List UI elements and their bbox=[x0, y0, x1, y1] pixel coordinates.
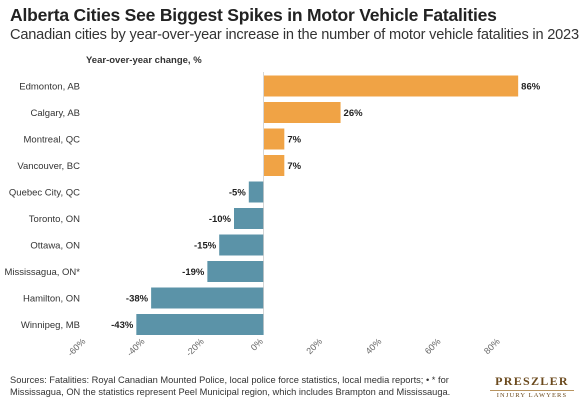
category-label: Vancouver, BC bbox=[17, 161, 80, 172]
x-tick-label: -40% bbox=[125, 336, 147, 358]
data-label: -38% bbox=[126, 294, 149, 305]
data-label: 86% bbox=[521, 82, 541, 93]
x-tick-label: 60% bbox=[423, 336, 443, 356]
data-label: -10% bbox=[209, 214, 232, 225]
x-tick-label: -60% bbox=[65, 336, 87, 358]
x-tick-label: 0% bbox=[249, 336, 265, 352]
category-label: Quebec City, QC bbox=[9, 188, 80, 199]
data-label: -43% bbox=[111, 320, 134, 331]
x-tick-label: 20% bbox=[304, 336, 324, 356]
bar-6 bbox=[219, 234, 264, 256]
category-label: Montreal, QC bbox=[24, 135, 81, 146]
bar-chart: Year-over-year change, % Edmonton, AB 86%… bbox=[5, 55, 541, 358]
bar-9 bbox=[136, 314, 264, 335]
bar-5 bbox=[234, 208, 264, 229]
brand-logo: PRESZLER INJURY LAWYERS bbox=[490, 374, 574, 399]
category-label: Calgary, AB bbox=[31, 108, 80, 119]
category-label: Edmonton, AB bbox=[19, 82, 80, 93]
data-label: 26% bbox=[344, 108, 364, 119]
x-tick-label: 80% bbox=[482, 336, 502, 356]
bar-1 bbox=[263, 102, 341, 123]
bar-8 bbox=[151, 287, 264, 309]
data-label: -5% bbox=[229, 188, 246, 199]
category-label: Ottawa, ON bbox=[30, 241, 80, 252]
x-tick-label: -20% bbox=[184, 336, 206, 358]
bar-3 bbox=[263, 155, 285, 176]
category-label: Toronto, ON bbox=[29, 214, 80, 225]
x-tick-label: 40% bbox=[364, 336, 384, 356]
bar-2 bbox=[263, 128, 285, 150]
chart-subtitle: Canadian cities by year-over-year increa… bbox=[10, 27, 579, 43]
data-label: -15% bbox=[194, 241, 217, 252]
data-label: 7% bbox=[287, 161, 301, 172]
category-label: Winnipeg, MB bbox=[21, 320, 80, 331]
bar-0 bbox=[263, 75, 519, 97]
axis-title: Year-over-year change, % bbox=[86, 55, 202, 66]
logo-name: PRESZLER bbox=[495, 374, 569, 388]
category-label: Hamilton, ON bbox=[23, 294, 80, 305]
bar-4 bbox=[248, 181, 264, 203]
source-note: Sources: Fatalities: Royal Canadian Moun… bbox=[10, 375, 451, 397]
data-label: -19% bbox=[182, 267, 205, 278]
chart-title: Alberta Cities See Biggest Spikes in Mot… bbox=[10, 5, 497, 25]
category-label: Mississagua, ON* bbox=[5, 267, 81, 278]
data-label: 7% bbox=[287, 135, 301, 146]
bar-7 bbox=[207, 261, 264, 282]
logo-subtitle: INJURY LAWYERS bbox=[490, 390, 574, 399]
